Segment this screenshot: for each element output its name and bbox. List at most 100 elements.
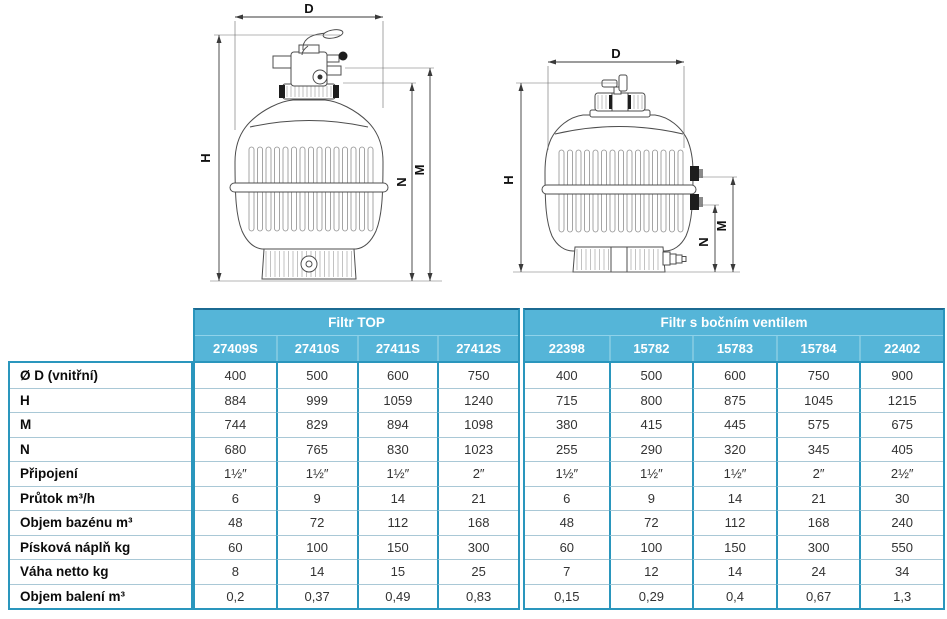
- data-cell: 24: [775, 559, 860, 584]
- spec-table: Ø D (vnitřní) H M N Připojení Průtok m³/h Obje…: [8, 308, 945, 610]
- row-label: H: [10, 387, 191, 413]
- data-cell: 290: [608, 436, 693, 461]
- data-cell: 600: [356, 363, 438, 388]
- dim-label-d: D: [304, 1, 313, 16]
- data-cell: 255: [525, 436, 609, 462]
- data-cell: 575: [775, 412, 860, 437]
- data-cell: 0,83: [437, 583, 518, 608]
- data-cell: 60: [525, 534, 609, 560]
- data-cell: 380: [525, 412, 609, 437]
- data-cell: 300: [437, 534, 518, 559]
- data-cell: 112: [692, 510, 776, 535]
- data-cell: 150: [356, 534, 438, 559]
- dim-label-n: N: [696, 237, 711, 246]
- model-number: 27412S: [437, 336, 518, 361]
- row-label: Písková náplň kg: [10, 534, 191, 560]
- data-cell: 750: [775, 363, 860, 388]
- data-cell: 9: [275, 485, 357, 510]
- data-cell: 500: [275, 363, 357, 388]
- data-cell: 400: [224, 367, 247, 383]
- data-cell: 600: [692, 363, 776, 388]
- dimension-m: M: [345, 67, 434, 281]
- filter-side-valve-diagram: D H M N: [501, 46, 740, 273]
- data-cell: 100: [275, 534, 357, 559]
- data-grid: 400 500 600 750 900 715 800 875 1045 1215 380 415 44…: [525, 361, 943, 608]
- dim-label-n: N: [394, 177, 409, 186]
- data-cell: 1½″: [692, 461, 776, 486]
- dimension-n: N: [696, 204, 719, 272]
- data-cell: 884: [195, 387, 276, 413]
- data-cell: 0,29: [608, 583, 693, 608]
- data-cell: 765: [275, 436, 357, 461]
- data-cell: 750: [437, 363, 518, 388]
- row-labels-column: Ø D (vnitřní) H M N Připojení Průtok m³/h Obje…: [8, 361, 193, 610]
- data-cell: 34: [859, 559, 943, 584]
- data-cell: 30: [859, 485, 943, 510]
- dim-label-h: H: [501, 175, 516, 184]
- model-header-row: 22398 15782 15783 15784 22402: [525, 335, 943, 361]
- data-cell: 0,15: [525, 583, 609, 609]
- dimension-h: H: [198, 34, 442, 282]
- data-cell: 14: [692, 485, 776, 510]
- model-number: 27411S: [356, 336, 438, 361]
- data-cell: 60: [195, 534, 276, 560]
- data-cell: 1½″: [525, 461, 609, 486]
- data-cell: 830: [356, 436, 438, 461]
- data-cell: 1240: [437, 387, 518, 412]
- side-ports: [690, 166, 703, 210]
- row-label: Váha netto kg: [10, 559, 191, 584]
- data-cell: 894: [356, 412, 438, 437]
- data-cell: 12: [608, 559, 693, 584]
- data-cell: 1,3: [859, 583, 943, 608]
- data-cell: 72: [608, 510, 693, 535]
- data-cell: 1½″: [195, 461, 276, 486]
- data-cell: 875: [692, 387, 776, 412]
- dim-label-h: H: [198, 153, 213, 162]
- valve-handle: [301, 29, 344, 56]
- data-cell: 168: [437, 510, 518, 535]
- screw-cap: [589, 92, 651, 118]
- data-cell: 21: [437, 485, 518, 510]
- table-group-side-valve: Filtr s bočním ventilem 22398 15782 15783 1…: [523, 308, 945, 610]
- row-label: Objem bazénu m³: [10, 510, 191, 535]
- data-grid: 400 500 600 750 884 999 1059 1240 744 829 894 1098 6…: [195, 361, 518, 608]
- data-cell: 0,37: [275, 583, 357, 608]
- drain-plug: [300, 255, 318, 273]
- data-cell: 1098: [437, 412, 518, 437]
- data-cell: 500: [608, 363, 693, 388]
- data-cell: 829: [275, 412, 357, 437]
- data-cell: 14: [275, 559, 357, 584]
- table-group-filtr-top: Filtr TOP 27409S 27410S 27411S 27412S 400 50…: [193, 308, 520, 610]
- data-cell: 14: [692, 559, 776, 584]
- pressure-gauge: [338, 51, 348, 61]
- clamp-band: [541, 184, 697, 195]
- data-cell: 8: [195, 559, 276, 584]
- data-cell: 9: [608, 485, 693, 510]
- tank-ribs: [248, 146, 374, 232]
- model-header-row: 27409S 27410S 27411S 27412S: [195, 335, 518, 361]
- data-cell: 300: [775, 534, 860, 559]
- data-cell: 1215: [859, 387, 943, 412]
- data-cell: 25: [437, 559, 518, 584]
- dome-seam: [554, 126, 684, 135]
- data-cell: 0,2: [195, 583, 276, 609]
- lower-port: [690, 194, 699, 210]
- data-cell: 2½″: [859, 461, 943, 486]
- row-label: Objem balení m³: [10, 583, 191, 609]
- row-label: Průtok m³/h: [10, 485, 191, 511]
- filter-top-diagram: D H N M: [198, 1, 442, 282]
- dimension-h: H: [501, 82, 740, 273]
- clamp-band: [229, 182, 389, 193]
- data-cell: 112: [356, 510, 438, 535]
- data-cell: 320: [692, 436, 776, 461]
- data-cell: 0,49: [356, 583, 438, 608]
- row-label: N: [10, 436, 191, 462]
- data-cell: 1045: [775, 387, 860, 412]
- upper-port: [690, 166, 699, 181]
- model-number: 22402: [859, 336, 943, 361]
- data-cell: 900: [859, 363, 943, 388]
- valve-left-port: [272, 55, 292, 69]
- row-label: Ø D (vnitřní): [20, 367, 98, 383]
- dimension-n: N: [343, 82, 416, 281]
- model-number: 15782: [608, 336, 693, 361]
